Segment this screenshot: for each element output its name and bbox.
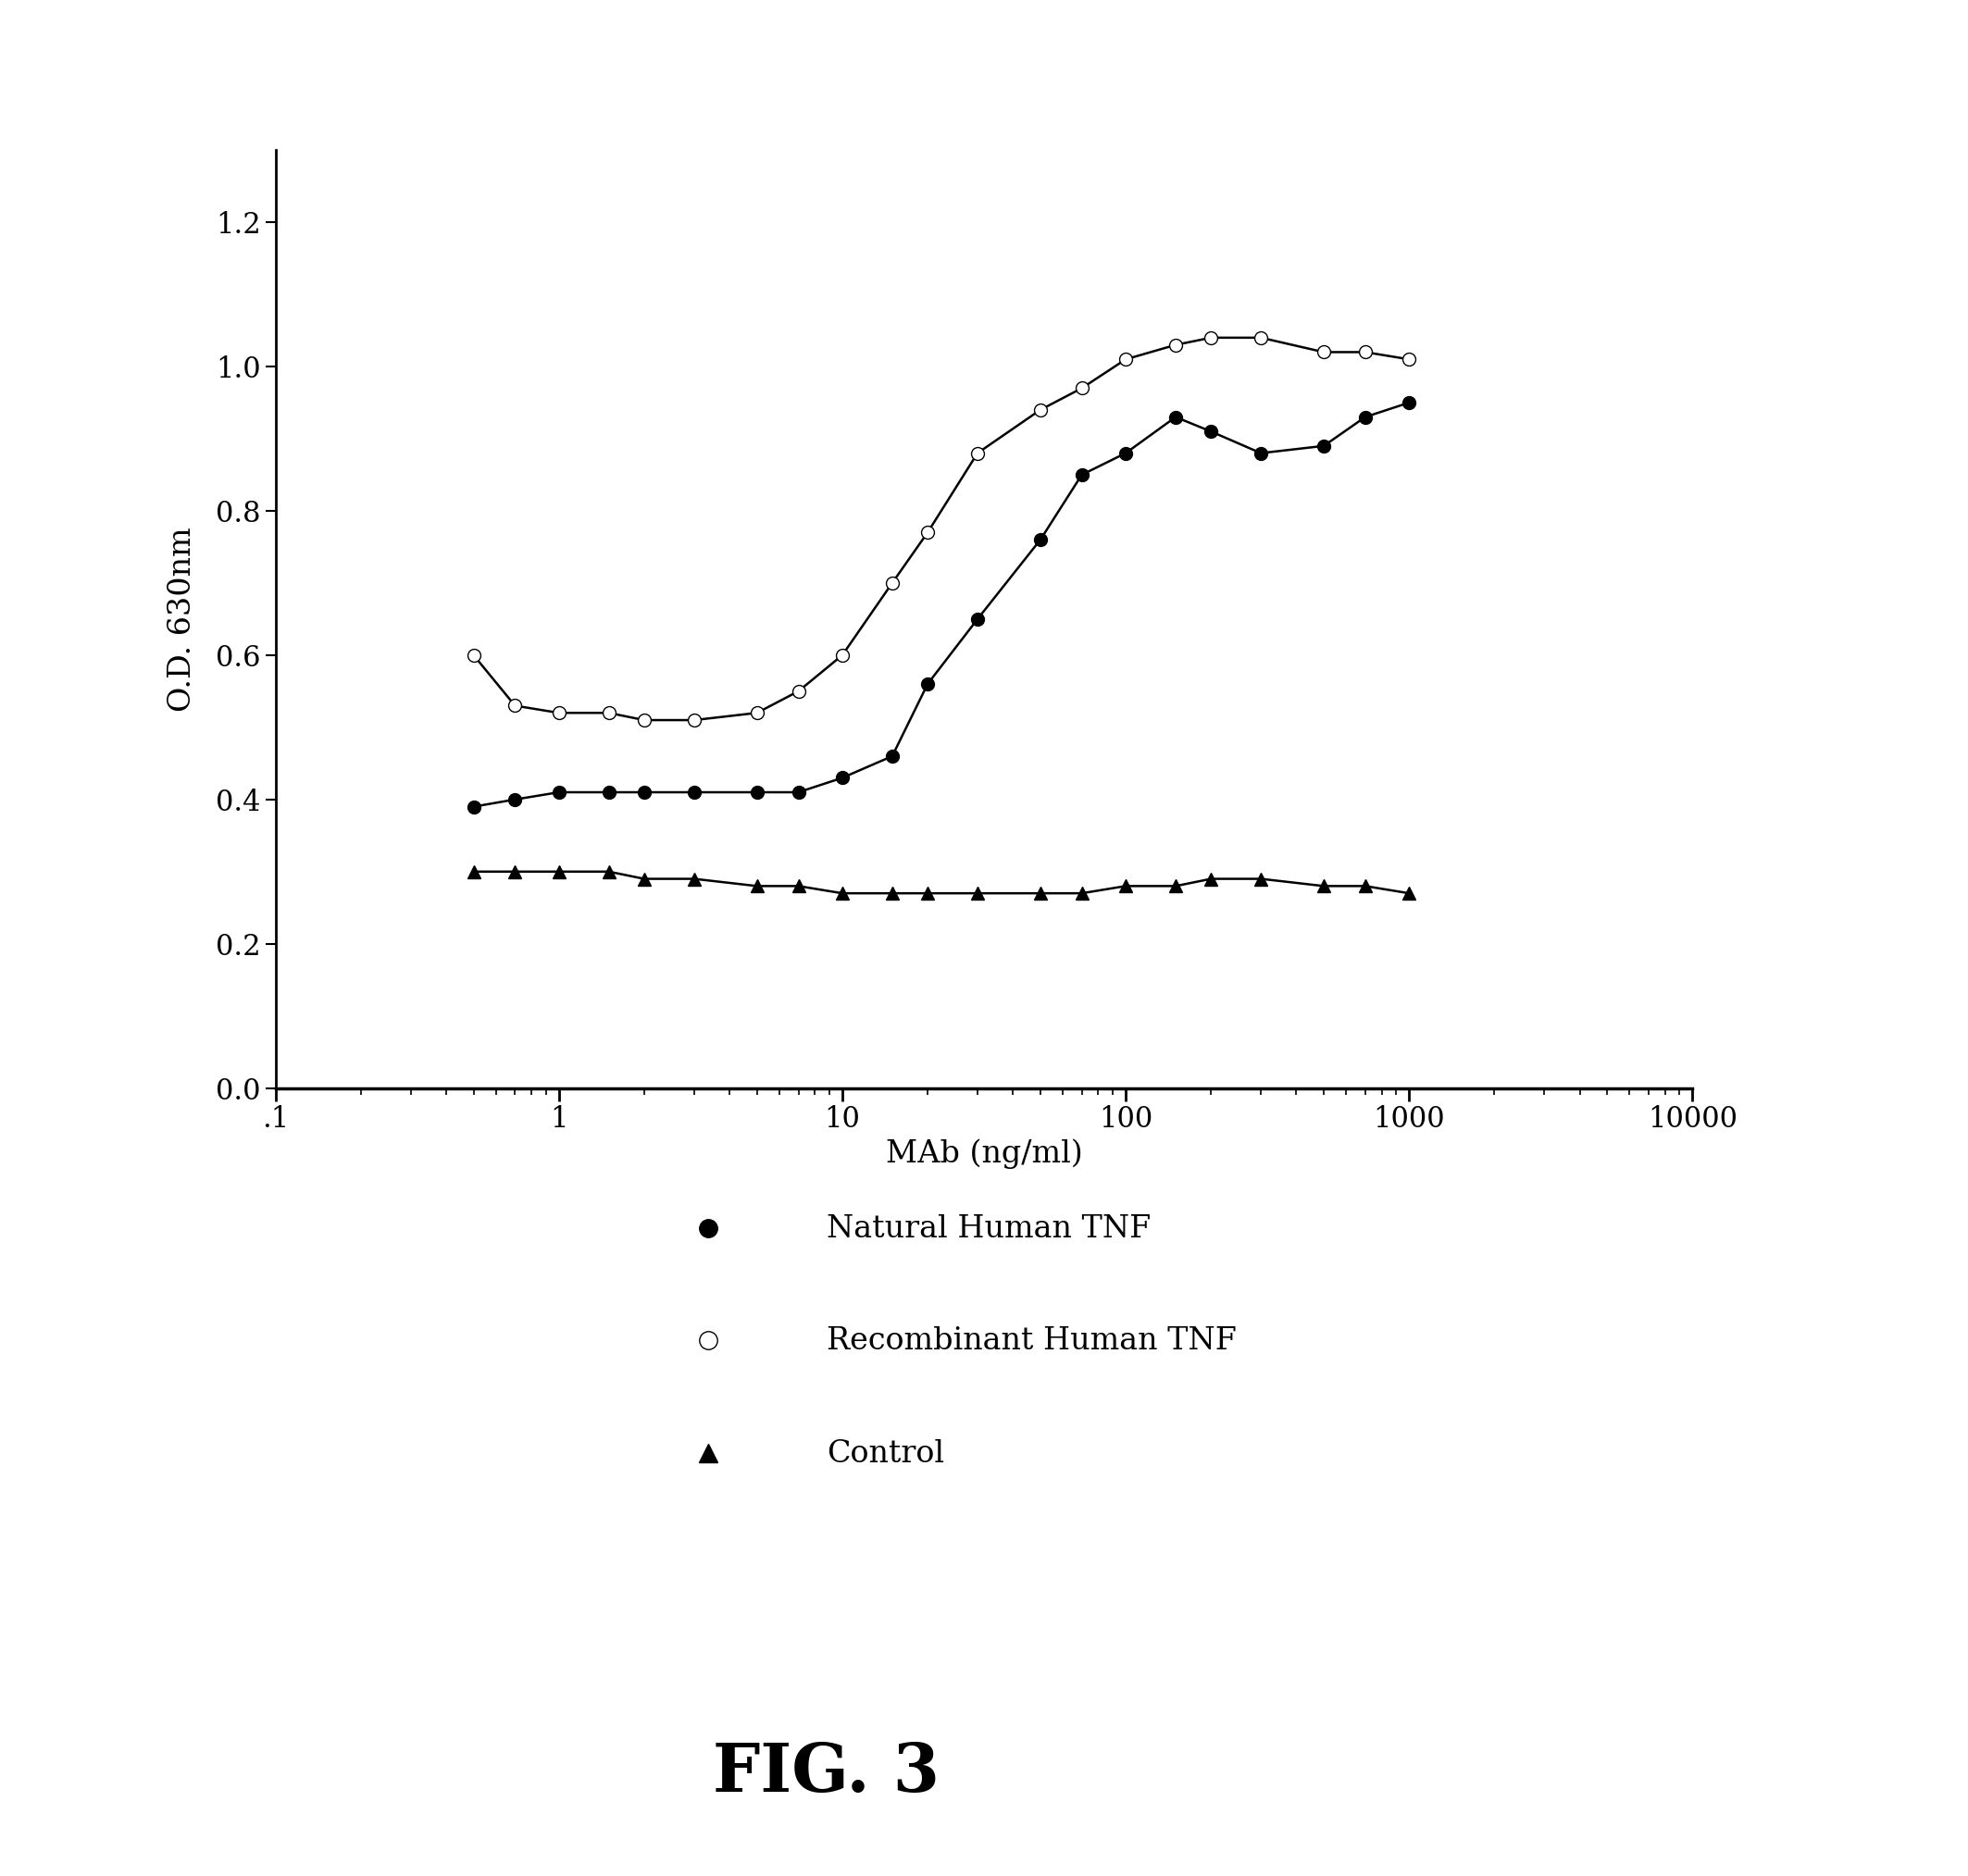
Y-axis label: O.D. 630nm: O.D. 630nm (167, 527, 197, 711)
Text: MAb (ng/ml): MAb (ng/ml) (886, 1139, 1082, 1169)
Text: Control: Control (827, 1439, 945, 1469)
Text: Recombinant Human TNF: Recombinant Human TNF (827, 1326, 1236, 1356)
Text: FIG. 3: FIG. 3 (712, 1739, 941, 1807)
Text: Natural Human TNF: Natural Human TNF (827, 1214, 1151, 1244)
